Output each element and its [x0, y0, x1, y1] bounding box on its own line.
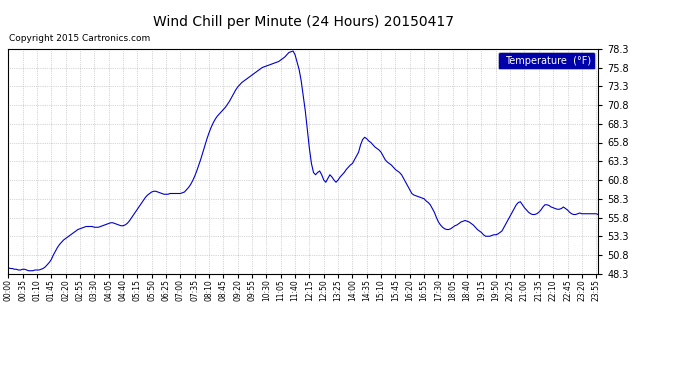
Text: Wind Chill per Minute (24 Hours) 20150417: Wind Chill per Minute (24 Hours) 2015041…	[153, 15, 454, 29]
Text: Copyright 2015 Cartronics.com: Copyright 2015 Cartronics.com	[9, 34, 150, 43]
Legend: Temperature  (°F): Temperature (°F)	[498, 52, 595, 69]
